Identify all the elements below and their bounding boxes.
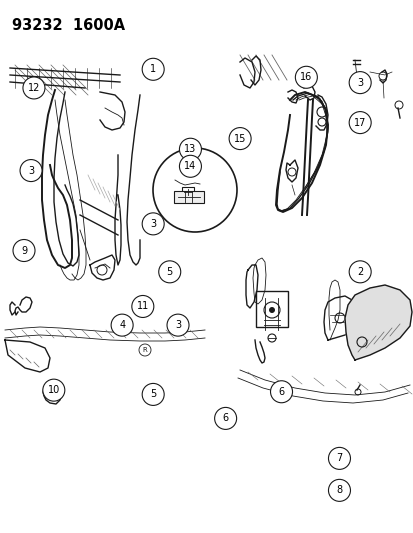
Circle shape [328, 479, 350, 502]
Text: 7: 7 [335, 454, 342, 463]
Text: 93232  1600A: 93232 1600A [12, 18, 125, 33]
Text: 6: 6 [222, 414, 228, 423]
FancyBboxPatch shape [173, 191, 204, 203]
Circle shape [158, 261, 180, 283]
Text: 5: 5 [150, 390, 156, 399]
FancyBboxPatch shape [182, 187, 194, 197]
Circle shape [294, 66, 317, 88]
Text: R: R [142, 347, 147, 353]
Circle shape [153, 148, 236, 232]
Text: 11: 11 [136, 302, 149, 311]
Text: 10: 10 [47, 385, 60, 395]
Circle shape [131, 295, 154, 318]
Text: 13: 13 [184, 144, 196, 154]
Text: 3: 3 [356, 78, 362, 87]
Text: 1: 1 [150, 64, 156, 74]
Circle shape [179, 138, 201, 160]
Text: 3: 3 [28, 166, 34, 175]
Text: 5: 5 [166, 267, 173, 277]
Circle shape [214, 407, 236, 430]
Circle shape [142, 383, 164, 406]
Text: 3: 3 [150, 219, 156, 229]
Circle shape [23, 77, 45, 99]
FancyBboxPatch shape [255, 291, 287, 327]
Polygon shape [344, 285, 411, 360]
Text: 17: 17 [353, 118, 366, 127]
Circle shape [13, 239, 35, 262]
Text: 12: 12 [28, 83, 40, 93]
Circle shape [268, 307, 274, 313]
Circle shape [270, 381, 292, 403]
Text: 4: 4 [119, 320, 125, 330]
Text: 14: 14 [184, 161, 196, 171]
Circle shape [142, 213, 164, 235]
Circle shape [348, 71, 370, 94]
Circle shape [20, 159, 42, 182]
Circle shape [328, 447, 350, 470]
Circle shape [348, 261, 370, 283]
Circle shape [166, 314, 189, 336]
Circle shape [43, 379, 65, 401]
Circle shape [228, 127, 251, 150]
Circle shape [348, 111, 370, 134]
Circle shape [179, 155, 201, 177]
Circle shape [142, 58, 164, 80]
Text: 3: 3 [175, 320, 180, 330]
Text: 15: 15 [233, 134, 246, 143]
Text: 6: 6 [278, 387, 284, 397]
Text: 8: 8 [336, 486, 342, 495]
Circle shape [111, 314, 133, 336]
Text: 16: 16 [299, 72, 312, 82]
Text: 2: 2 [356, 267, 363, 277]
Text: 9: 9 [21, 246, 27, 255]
